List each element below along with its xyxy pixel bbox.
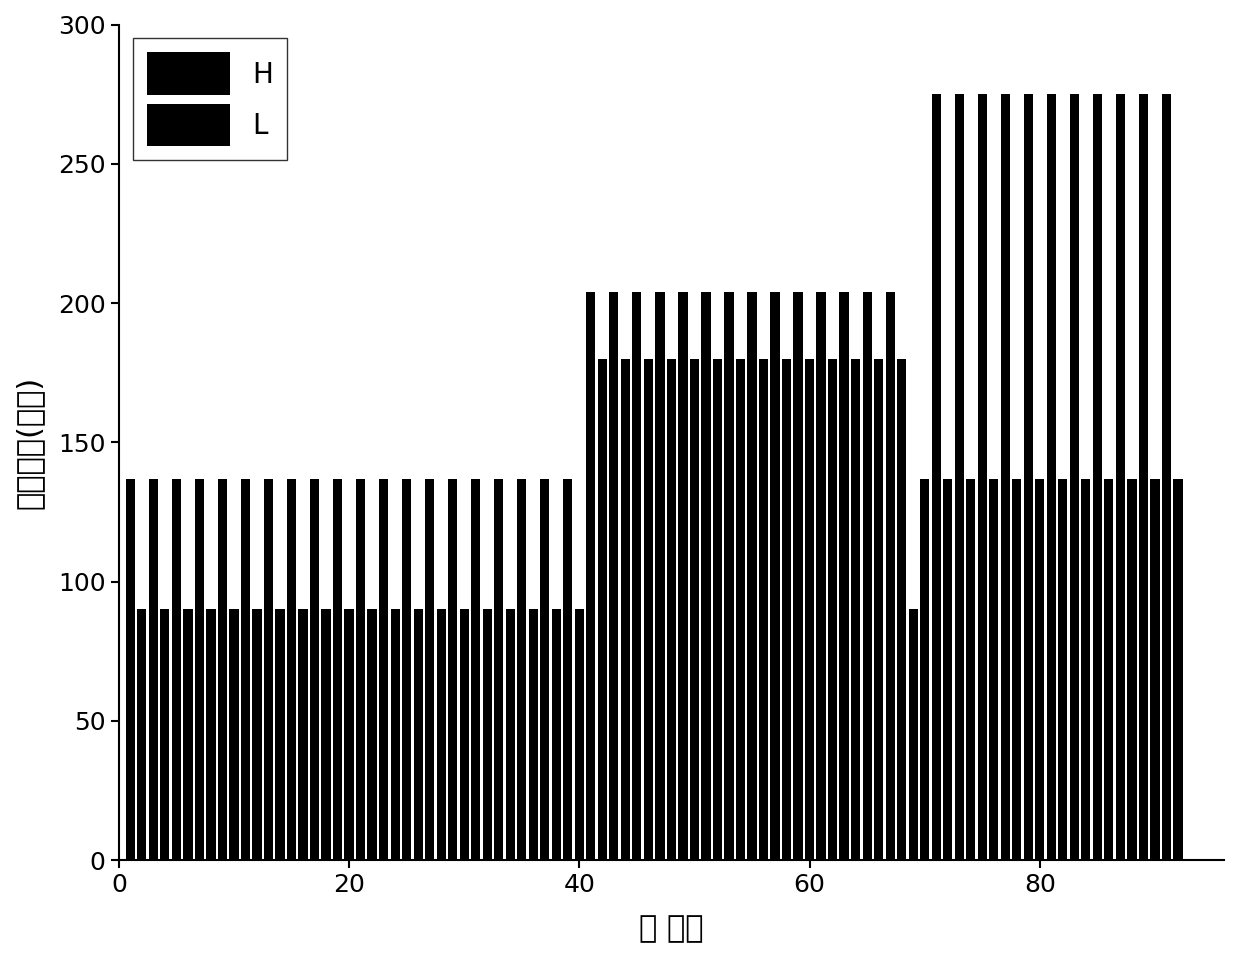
Bar bbox=[621, 358, 629, 860]
Bar bbox=[264, 479, 273, 860]
Bar bbox=[506, 609, 515, 860]
Bar bbox=[160, 609, 170, 860]
Y-axis label: 物理厚度(纳米): 物理厚度(纳米) bbox=[15, 376, 45, 509]
Bar bbox=[183, 609, 192, 860]
Bar bbox=[1162, 94, 1171, 860]
Bar bbox=[840, 292, 849, 860]
Bar bbox=[632, 292, 642, 860]
Bar bbox=[517, 479, 527, 860]
Bar bbox=[978, 94, 986, 860]
Bar bbox=[321, 609, 331, 860]
Bar bbox=[966, 479, 975, 860]
Bar bbox=[494, 479, 503, 860]
Bar bbox=[207, 609, 216, 860]
Bar bbox=[460, 609, 468, 860]
Bar bbox=[817, 292, 825, 860]
Bar bbox=[1150, 479, 1160, 860]
Bar bbox=[644, 358, 653, 860]
Bar bbox=[436, 609, 446, 860]
Bar bbox=[195, 479, 204, 860]
Bar bbox=[725, 292, 733, 860]
Bar bbox=[529, 609, 538, 860]
Bar bbox=[218, 479, 227, 860]
Bar bbox=[597, 358, 607, 860]
Bar bbox=[344, 609, 353, 860]
Bar bbox=[1093, 94, 1101, 860]
Bar bbox=[575, 609, 584, 860]
Bar bbox=[310, 479, 320, 860]
Bar bbox=[1127, 479, 1136, 860]
Bar bbox=[379, 479, 388, 860]
Bar bbox=[1058, 479, 1068, 860]
Bar bbox=[149, 479, 159, 860]
Bar bbox=[908, 609, 918, 860]
Bar bbox=[954, 94, 964, 860]
Bar bbox=[610, 292, 618, 860]
Bar bbox=[1069, 94, 1079, 860]
Legend: H, L: H, L bbox=[133, 38, 287, 160]
Bar bbox=[736, 358, 745, 860]
Bar bbox=[229, 609, 239, 860]
Bar bbox=[943, 479, 953, 860]
Bar bbox=[1116, 94, 1125, 860]
Bar bbox=[989, 479, 999, 860]
Bar bbox=[678, 292, 688, 860]
Bar bbox=[793, 292, 803, 860]
Bar bbox=[690, 358, 699, 860]
Bar bbox=[747, 292, 757, 860]
Bar bbox=[390, 609, 400, 860]
Bar bbox=[333, 479, 342, 860]
Bar bbox=[1047, 94, 1056, 860]
Bar bbox=[771, 292, 779, 860]
Bar bbox=[1139, 94, 1149, 860]
Bar bbox=[1001, 94, 1010, 860]
Bar bbox=[138, 609, 146, 860]
Bar bbox=[275, 609, 285, 860]
Bar bbox=[356, 479, 366, 860]
Bar bbox=[172, 479, 181, 860]
Bar bbox=[782, 358, 792, 860]
Bar bbox=[851, 358, 860, 860]
Bar bbox=[828, 358, 838, 860]
Bar bbox=[712, 358, 722, 860]
Bar bbox=[483, 609, 492, 860]
Bar bbox=[414, 609, 422, 860]
Bar bbox=[862, 292, 872, 860]
Bar bbox=[655, 292, 664, 860]
Bar bbox=[551, 609, 561, 860]
Bar bbox=[1012, 479, 1021, 860]
Bar bbox=[401, 479, 411, 860]
Bar bbox=[449, 479, 457, 860]
Bar bbox=[287, 479, 296, 860]
Bar bbox=[586, 292, 596, 860]
Bar bbox=[471, 479, 481, 860]
Bar bbox=[253, 609, 261, 860]
Bar bbox=[805, 358, 814, 860]
Bar bbox=[299, 609, 307, 860]
Bar bbox=[897, 358, 906, 860]
Bar bbox=[873, 358, 883, 860]
Bar bbox=[701, 292, 710, 860]
Bar bbox=[368, 609, 377, 860]
Bar bbox=[240, 479, 250, 860]
Bar bbox=[1023, 94, 1033, 860]
Bar bbox=[1036, 479, 1044, 860]
Bar bbox=[667, 358, 676, 860]
Bar bbox=[125, 479, 135, 860]
Bar bbox=[540, 479, 549, 860]
Bar bbox=[886, 292, 895, 860]
X-axis label: 膜 层数: 膜 层数 bbox=[639, 914, 704, 943]
Bar bbox=[921, 479, 929, 860]
Bar bbox=[760, 358, 768, 860]
Bar bbox=[1104, 479, 1114, 860]
Bar bbox=[425, 479, 434, 860]
Bar bbox=[564, 479, 572, 860]
Bar bbox=[1082, 479, 1090, 860]
Bar bbox=[1173, 479, 1182, 860]
Bar bbox=[932, 94, 940, 860]
